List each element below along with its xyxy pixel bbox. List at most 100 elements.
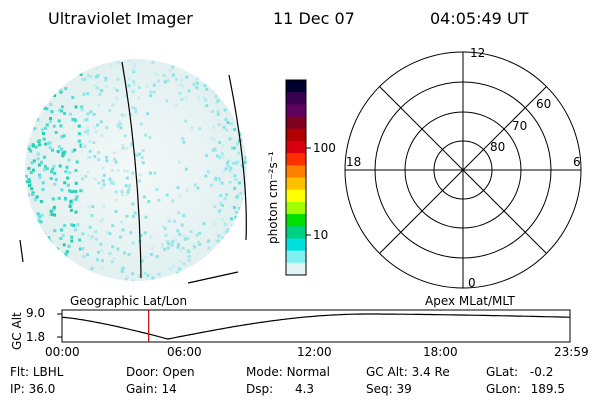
emission-pixel <box>41 188 45 192</box>
emission-pixel <box>64 76 68 80</box>
emission-pixel <box>178 64 181 68</box>
emission-pixel <box>138 179 141 183</box>
mlt-label-6: 6 <box>573 155 581 169</box>
emission-pixel <box>242 60 245 64</box>
emission-pixel <box>58 108 62 112</box>
emission-pixel <box>55 250 59 254</box>
emission-pixel <box>133 107 137 110</box>
emission-pixel <box>70 264 73 267</box>
emission-pixel <box>48 92 52 96</box>
emission-pixel <box>31 77 35 81</box>
emission-pixel <box>217 234 221 238</box>
emission-pixel <box>49 103 53 106</box>
emission-pixel <box>108 252 112 256</box>
emission-pixel <box>83 144 87 148</box>
emission-pixel <box>31 191 35 195</box>
emission-pixel <box>186 236 190 240</box>
emission-pixel <box>131 171 135 175</box>
timeline-ytick-1.8: 1.8 <box>26 330 46 344</box>
emission-pixel <box>66 274 70 278</box>
emission-pixel <box>95 67 99 71</box>
emission-pixel <box>125 176 129 180</box>
field-gain: Gain: 14 <box>126 382 177 396</box>
emission-pixel <box>64 170 68 173</box>
emission-pixel <box>228 274 232 278</box>
emission-pixel <box>35 116 39 120</box>
emission-pixel <box>100 248 104 252</box>
timeline-right-title: Apex MLat/MLT <box>425 294 515 308</box>
mlt-label-12: 12 <box>470 46 486 60</box>
emission-pixel <box>64 252 68 256</box>
emission-pixel <box>53 94 57 97</box>
emission-pixel <box>51 213 54 216</box>
emission-pixel <box>160 245 164 249</box>
emission-pixel <box>152 90 156 94</box>
emission-pixel <box>243 100 247 104</box>
emission-pixel <box>37 163 41 167</box>
emission-pixel <box>131 272 135 276</box>
emission-pixel <box>213 66 217 70</box>
emission-pixel <box>74 210 78 214</box>
emission-pixel <box>218 155 222 159</box>
emission-pixel <box>116 61 120 65</box>
emission-pixel <box>74 169 78 172</box>
emission-pixel <box>157 198 161 202</box>
emission-pixel <box>45 107 49 111</box>
emission-pixel <box>166 246 170 250</box>
emission-pixel <box>43 106 46 110</box>
emission-pixel <box>44 142 48 146</box>
emission-pixel <box>130 143 134 147</box>
emission-pixel <box>190 267 194 271</box>
emission-pixel <box>196 186 200 190</box>
emission-pixel <box>228 262 232 266</box>
colorbar-cell <box>286 104 306 118</box>
emission-pixel <box>113 86 117 90</box>
emission-pixel <box>67 244 71 248</box>
emission-pixel <box>95 86 99 90</box>
emission-pixel <box>78 238 81 242</box>
emission-pixel <box>85 126 89 130</box>
emission-pixel <box>242 256 246 260</box>
emission-pixel <box>97 181 101 185</box>
emission-pixel <box>246 131 247 135</box>
emission-pixel <box>55 275 59 279</box>
emission-pixel <box>28 229 32 233</box>
time-label: 04:05:49 UT <box>430 9 529 28</box>
emission-pixel <box>234 215 238 219</box>
emission-pixel <box>86 234 90 237</box>
emission-pixel <box>236 160 240 164</box>
emission-pixel <box>40 78 44 82</box>
colorbar-tick-10: 10 <box>313 228 329 242</box>
emission-pixel <box>97 103 101 107</box>
emission-pixel <box>93 83 97 87</box>
emission-pixel <box>240 225 244 229</box>
colorbar <box>285 79 311 276</box>
emission-pixel <box>185 188 189 192</box>
emission-pixel <box>245 116 247 120</box>
emission-pixel <box>230 279 234 281</box>
emission-pixel <box>230 263 234 266</box>
emission-pixel <box>61 151 65 155</box>
emission-pixel <box>84 130 88 134</box>
colorbar-cell <box>286 80 306 93</box>
emission-pixel <box>240 238 244 242</box>
emission-pixel <box>226 164 230 167</box>
emission-pixel <box>173 276 177 280</box>
emission-pixel <box>77 139 81 143</box>
emission-pixel <box>97 158 101 162</box>
emission-pixel <box>229 267 233 271</box>
emission-pixel <box>49 213 52 217</box>
emission-pixel <box>184 167 188 171</box>
emission-pixel <box>86 170 90 174</box>
emission-pixel <box>39 200 43 203</box>
emission-pixel <box>217 239 221 243</box>
emission-pixel <box>224 97 228 101</box>
emission-pixel <box>205 70 209 74</box>
emission-pixel <box>224 245 228 249</box>
emission-pixel <box>138 173 142 177</box>
emission-pixel <box>88 139 91 143</box>
emission-pixel <box>82 255 86 259</box>
colorbar-cell <box>286 140 306 154</box>
emission-pixel <box>132 80 136 84</box>
emission-pixel <box>243 257 247 261</box>
